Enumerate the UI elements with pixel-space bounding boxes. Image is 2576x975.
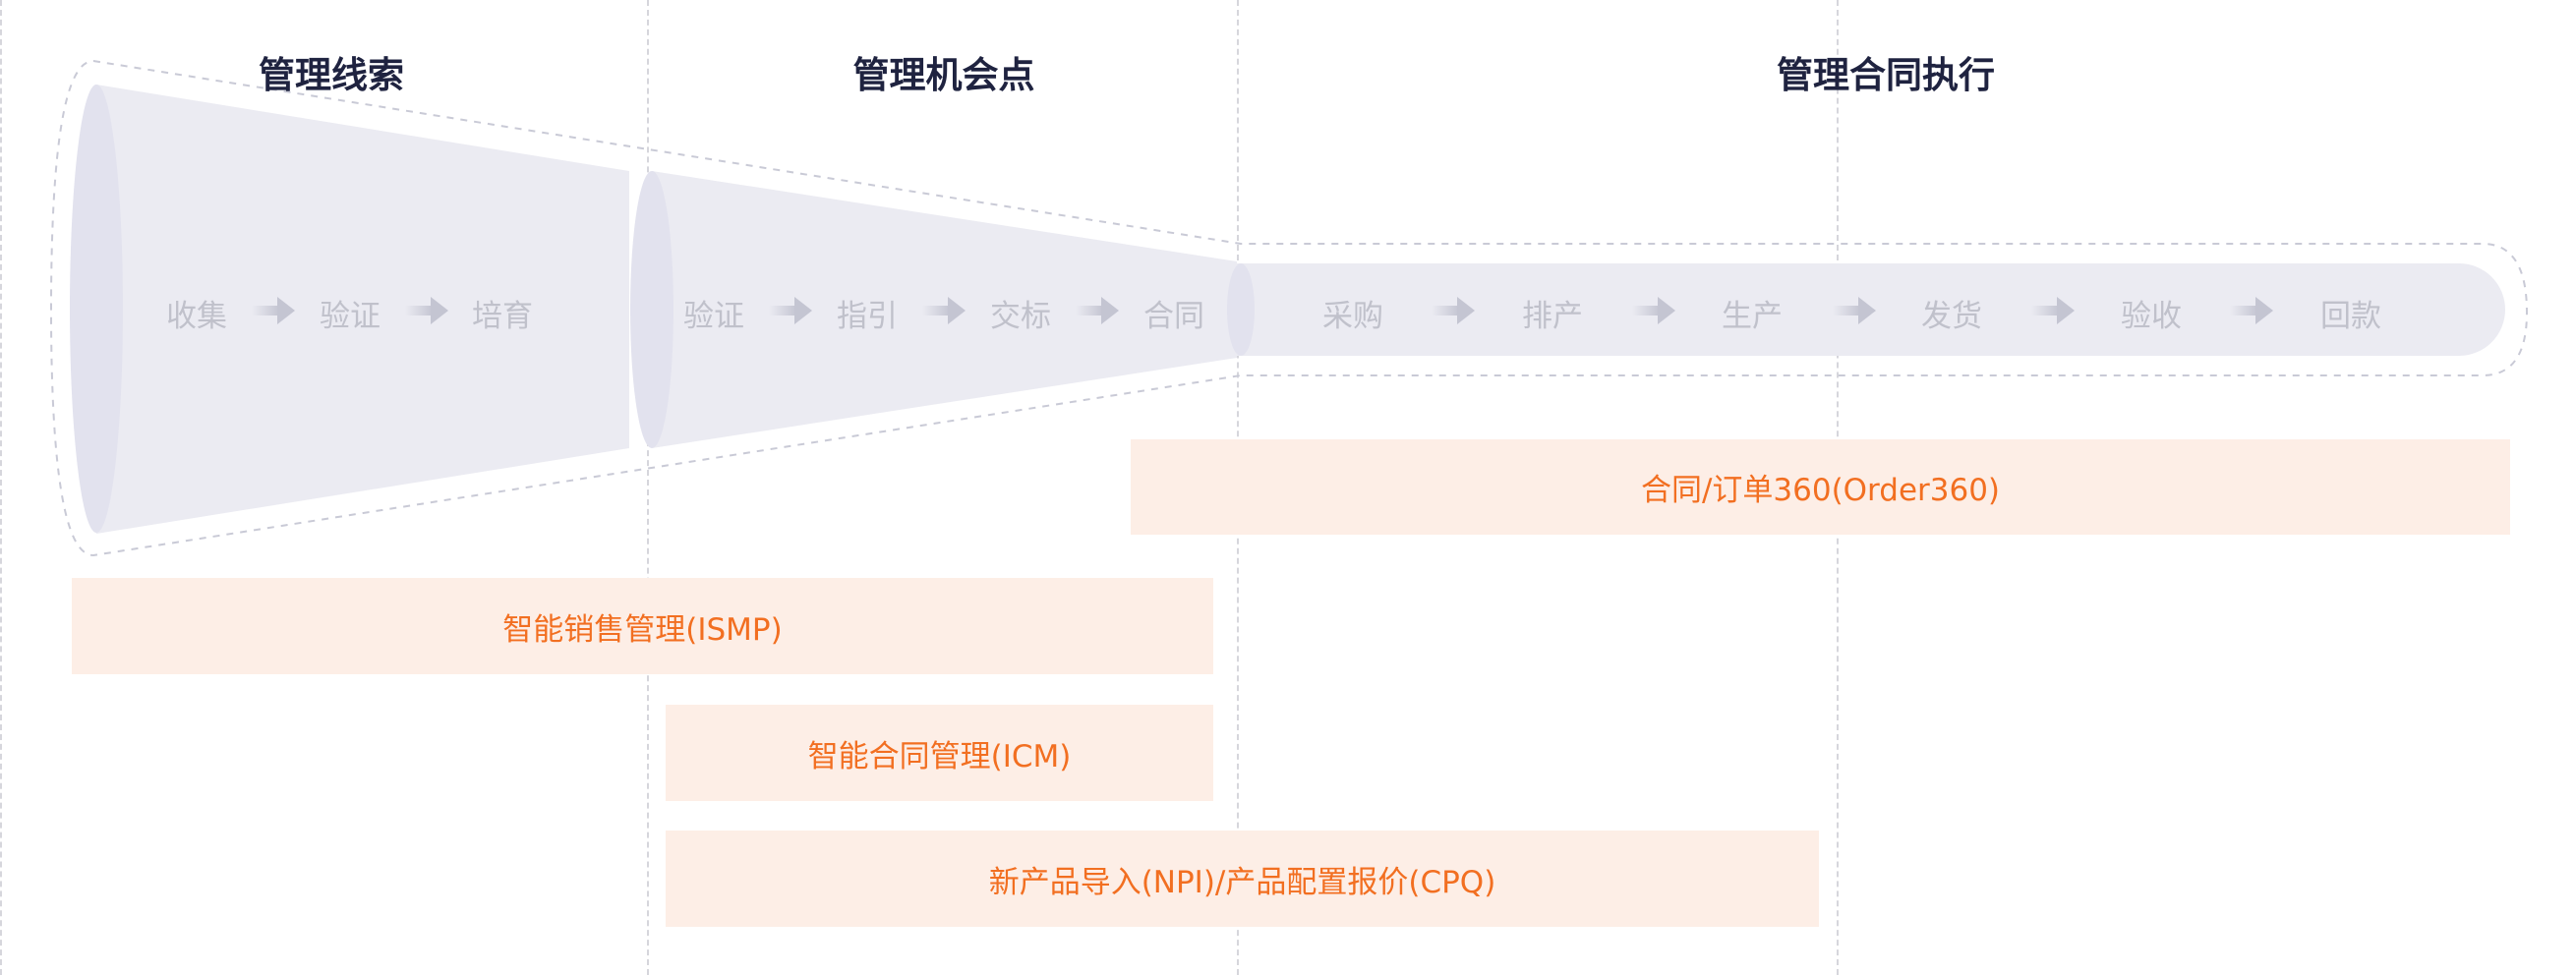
step-arrow <box>1833 297 1876 324</box>
stage-title-contract-execution: 管理合同执行 <box>1777 54 1995 96</box>
funnel-segment-opportunities-end <box>630 171 673 448</box>
step-arrow <box>2230 297 2273 324</box>
step-label: 收集 <box>166 299 227 334</box>
stage-title-leads: 管理线索 <box>259 54 404 96</box>
step-arrow <box>2031 297 2075 324</box>
step-label: 回款 <box>2320 299 2381 334</box>
step-arrow <box>1432 297 1475 324</box>
funnel-segment-leads <box>96 85 629 534</box>
product-bar-npi-cpq: 新产品导入(NPI)/产品配置报价(CPQ) <box>666 831 1819 927</box>
step-label: 合同 <box>1143 299 1204 334</box>
step-arrow <box>922 297 966 324</box>
step-label: 培育 <box>472 299 533 334</box>
step-arrow <box>1632 297 1675 324</box>
guide-line <box>647 0 649 975</box>
step-label: 验证 <box>320 299 381 334</box>
step-label: 排产 <box>1522 299 1583 334</box>
step-arrow <box>405 297 448 324</box>
funnel-segment-leads-end <box>70 85 123 533</box>
product-bar-order360: 合同/订单360(Order360) <box>1131 439 2510 535</box>
product-bar-icm: 智能合同管理(ICM) <box>666 705 1213 801</box>
step-label: 发货 <box>1921 299 1982 334</box>
step-label: 验证 <box>683 299 744 334</box>
step-label: 采购 <box>1322 299 1383 334</box>
step-label: 生产 <box>1722 299 1783 334</box>
guide-line <box>0 0 2 975</box>
step-arrow <box>1076 297 1119 324</box>
step-label: 指引 <box>837 299 898 334</box>
step-label: 交标 <box>990 299 1051 334</box>
stage-title-opportunities: 管理机会点 <box>852 54 1035 96</box>
funnel-outline <box>49 59 2529 557</box>
funnel-segment-execution-end <box>1227 263 1255 356</box>
step-arrow <box>252 297 295 324</box>
product-bar-ismp: 智能销售管理(ISMP) <box>72 578 1213 674</box>
step-arrow <box>769 297 812 324</box>
step-label: 验收 <box>2121 299 2182 334</box>
